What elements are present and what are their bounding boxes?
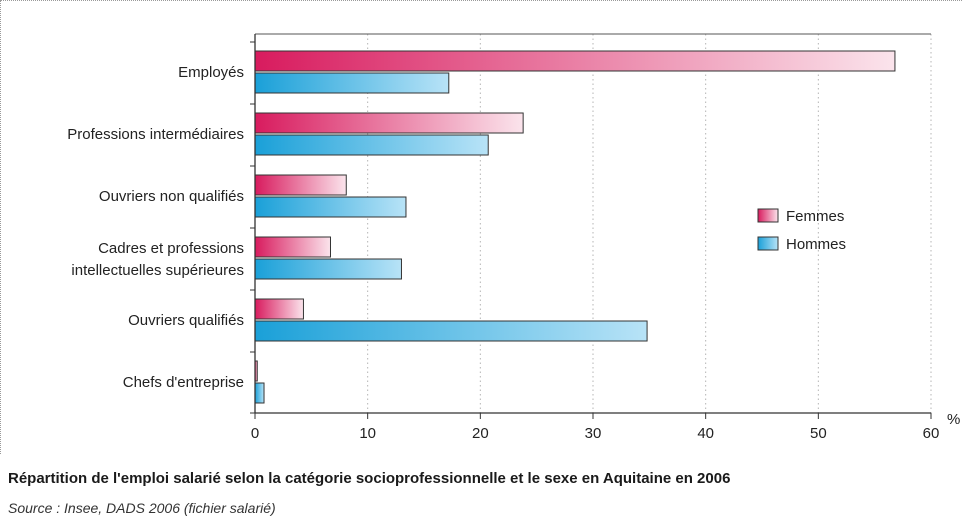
legend-label-hommes: Hommes <box>786 236 846 253</box>
bar-chart: Employés Professions intermédiaires Ouvrie… <box>67 33 960 442</box>
category-label: Cadres et professions intellectuelles sup… <box>71 240 244 279</box>
chart-frame: Employés Professions intermédiaires Ouvrie… <box>0 0 962 454</box>
x-tick-label: 60 <box>923 425 940 442</box>
category-label: Ouvriers qualifiés <box>128 312 244 329</box>
chart-source: Source : Insee, DADS 2006 (fichier salar… <box>8 500 276 516</box>
bar-femmes <box>254 112 524 134</box>
bar-hommes <box>254 134 489 156</box>
category-label-line: intellectuelles supérieures <box>71 262 244 279</box>
legend-swatch-femmes <box>757 208 779 223</box>
bar-hommes <box>254 196 407 218</box>
x-tick-label: 0 <box>251 425 259 442</box>
bar-femmes <box>254 50 896 72</box>
x-tick-label: 30 <box>585 425 602 442</box>
category-label-line: Cadres et professions <box>98 240 244 257</box>
bar-hommes <box>254 382 265 404</box>
category-label: Professions intermédiaires <box>67 126 244 143</box>
bar-hommes <box>254 320 648 342</box>
bar-femmes <box>254 236 331 258</box>
legend-label-femmes: Femmes <box>786 208 844 225</box>
bar-femmes <box>254 174 347 196</box>
x-tick-label: 40 <box>697 425 714 442</box>
bar-femmes <box>254 298 304 320</box>
x-unit-label: % <box>947 411 960 428</box>
x-tick-label: 50 <box>810 425 827 442</box>
x-tick-label: 20 <box>472 425 489 442</box>
category-label: Employés <box>178 64 244 81</box>
bar-hommes <box>254 258 402 280</box>
legend-swatch-hommes <box>757 236 779 251</box>
category-label: Chefs d'entreprise <box>123 374 244 391</box>
category-label: Ouvriers non qualifiés <box>99 188 244 205</box>
chart-caption: Répartition de l'emploi salarié selon la… <box>8 470 731 487</box>
x-tick-label: 10 <box>359 425 376 442</box>
bar-hommes <box>254 72 450 94</box>
